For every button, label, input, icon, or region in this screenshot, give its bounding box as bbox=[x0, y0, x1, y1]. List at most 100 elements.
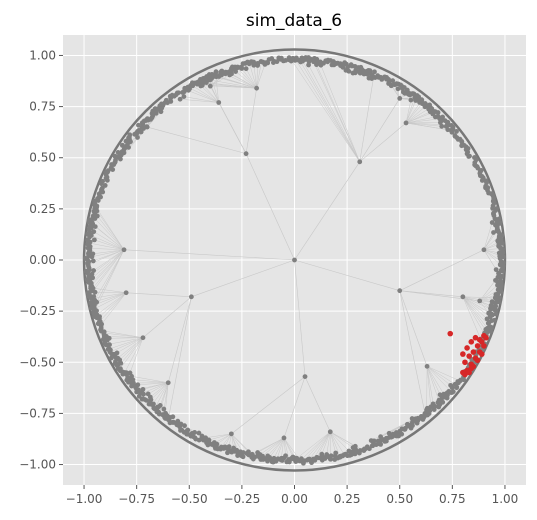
leaf-node bbox=[303, 55, 309, 60]
leaf-node bbox=[493, 307, 499, 313]
y-tick-label: 0.50 bbox=[29, 151, 56, 165]
leaf-edge bbox=[462, 296, 492, 310]
leaf-node bbox=[177, 96, 183, 102]
leaf-edge bbox=[405, 107, 431, 124]
highlight-point bbox=[464, 345, 470, 351]
leaf-node bbox=[181, 94, 187, 99]
leaf-edge bbox=[483, 222, 493, 250]
leaf-edge bbox=[462, 296, 490, 327]
tree-edge bbox=[304, 376, 331, 432]
leaf-node bbox=[454, 128, 459, 134]
leaf-edge bbox=[426, 366, 453, 393]
leaf-edge bbox=[95, 226, 125, 250]
leaf-edge bbox=[426, 366, 451, 386]
internal-node bbox=[292, 257, 297, 263]
leaf-edge bbox=[406, 122, 442, 127]
leaf-edge bbox=[330, 431, 341, 458]
leaf-node bbox=[346, 448, 352, 454]
leaf-node bbox=[196, 430, 202, 436]
leaf-edge bbox=[273, 437, 285, 459]
leaf-edge bbox=[91, 249, 125, 275]
leaf-edge bbox=[426, 366, 432, 407]
leaf-node bbox=[493, 300, 498, 306]
leaf-node bbox=[136, 122, 141, 128]
leaf-edge bbox=[483, 248, 501, 251]
tree-edge bbox=[191, 259, 295, 298]
leaf-edge bbox=[216, 433, 232, 445]
leaf-edge bbox=[88, 242, 125, 251]
leaf-edge bbox=[479, 297, 496, 302]
leaf-edge bbox=[426, 366, 456, 385]
leaf-node bbox=[92, 224, 98, 230]
leaf-node bbox=[408, 97, 414, 103]
highlighted-points bbox=[447, 330, 489, 378]
internal-node bbox=[397, 96, 403, 101]
highlight-point bbox=[481, 343, 487, 349]
highlight-point bbox=[483, 334, 489, 341]
leaf-node bbox=[392, 82, 398, 87]
leaf-edge bbox=[101, 330, 144, 338]
leaf-node bbox=[501, 254, 506, 260]
leaf-node bbox=[498, 259, 504, 264]
leaf-edge bbox=[90, 249, 125, 287]
internal-node bbox=[207, 83, 213, 89]
leaf-edge bbox=[300, 61, 360, 162]
leaf-node bbox=[243, 66, 249, 72]
leaf-node bbox=[211, 440, 217, 445]
leaf-node bbox=[366, 446, 372, 452]
leaf-node bbox=[498, 278, 504, 284]
leaf-node bbox=[120, 142, 125, 148]
leaf-node bbox=[386, 430, 392, 436]
leaf-edge bbox=[95, 291, 127, 293]
leaf-node bbox=[107, 342, 112, 348]
leaf-node bbox=[151, 401, 156, 407]
leaf-node bbox=[207, 441, 213, 446]
leaf-node bbox=[124, 143, 130, 148]
leaf-edge bbox=[93, 231, 125, 250]
leaf-edge bbox=[94, 292, 127, 310]
leaf-edge bbox=[187, 86, 219, 103]
leaf-edge bbox=[283, 437, 290, 462]
leaf-node bbox=[200, 75, 206, 81]
leaf-edge bbox=[426, 366, 434, 404]
chart-title: sim_data_6 bbox=[246, 11, 342, 31]
leaf-edge bbox=[330, 431, 350, 452]
internal-node bbox=[228, 431, 234, 437]
leaf-node bbox=[341, 61, 347, 67]
leaf-node bbox=[134, 389, 140, 395]
leaf-edge bbox=[137, 382, 169, 386]
tree-edge bbox=[294, 259, 306, 377]
leaf-node bbox=[275, 456, 281, 462]
leaf-node bbox=[429, 109, 435, 115]
highlight-point bbox=[468, 339, 475, 345]
leaf-node bbox=[483, 327, 489, 332]
leaf-node bbox=[110, 167, 116, 172]
leaf-node bbox=[182, 423, 187, 429]
leaf-node bbox=[170, 419, 176, 425]
internal-node bbox=[243, 151, 249, 157]
leaf-edge bbox=[462, 296, 496, 299]
leaf-edge bbox=[405, 116, 436, 124]
leaf-edge bbox=[462, 296, 486, 337]
leaf-edge bbox=[462, 296, 488, 329]
leaf-node bbox=[400, 89, 406, 95]
tree-edge bbox=[124, 249, 295, 261]
leaf-node bbox=[493, 295, 498, 301]
internal-node bbox=[422, 411, 428, 416]
tree-edge bbox=[294, 259, 400, 291]
leaf-edge bbox=[241, 68, 257, 89]
leaf-node bbox=[491, 230, 496, 235]
leaf-node bbox=[435, 110, 441, 115]
internal-node bbox=[424, 363, 430, 369]
y-tick-label: 0.75 bbox=[29, 100, 56, 114]
leaf-node bbox=[435, 113, 441, 119]
leaf-edge bbox=[154, 382, 169, 409]
x-axis: −1.00 −0.75 −0.50 −0.25 0.00 0.25 0.50 0.75 1.00 bbox=[66, 485, 518, 506]
tree-edge bbox=[245, 153, 295, 261]
leaf-edge bbox=[93, 249, 125, 271]
leaf-node bbox=[149, 115, 155, 121]
highlight-point bbox=[460, 369, 466, 376]
leaf-node bbox=[353, 68, 359, 74]
leaf-edge bbox=[326, 431, 331, 455]
leaf-edge bbox=[426, 366, 441, 405]
